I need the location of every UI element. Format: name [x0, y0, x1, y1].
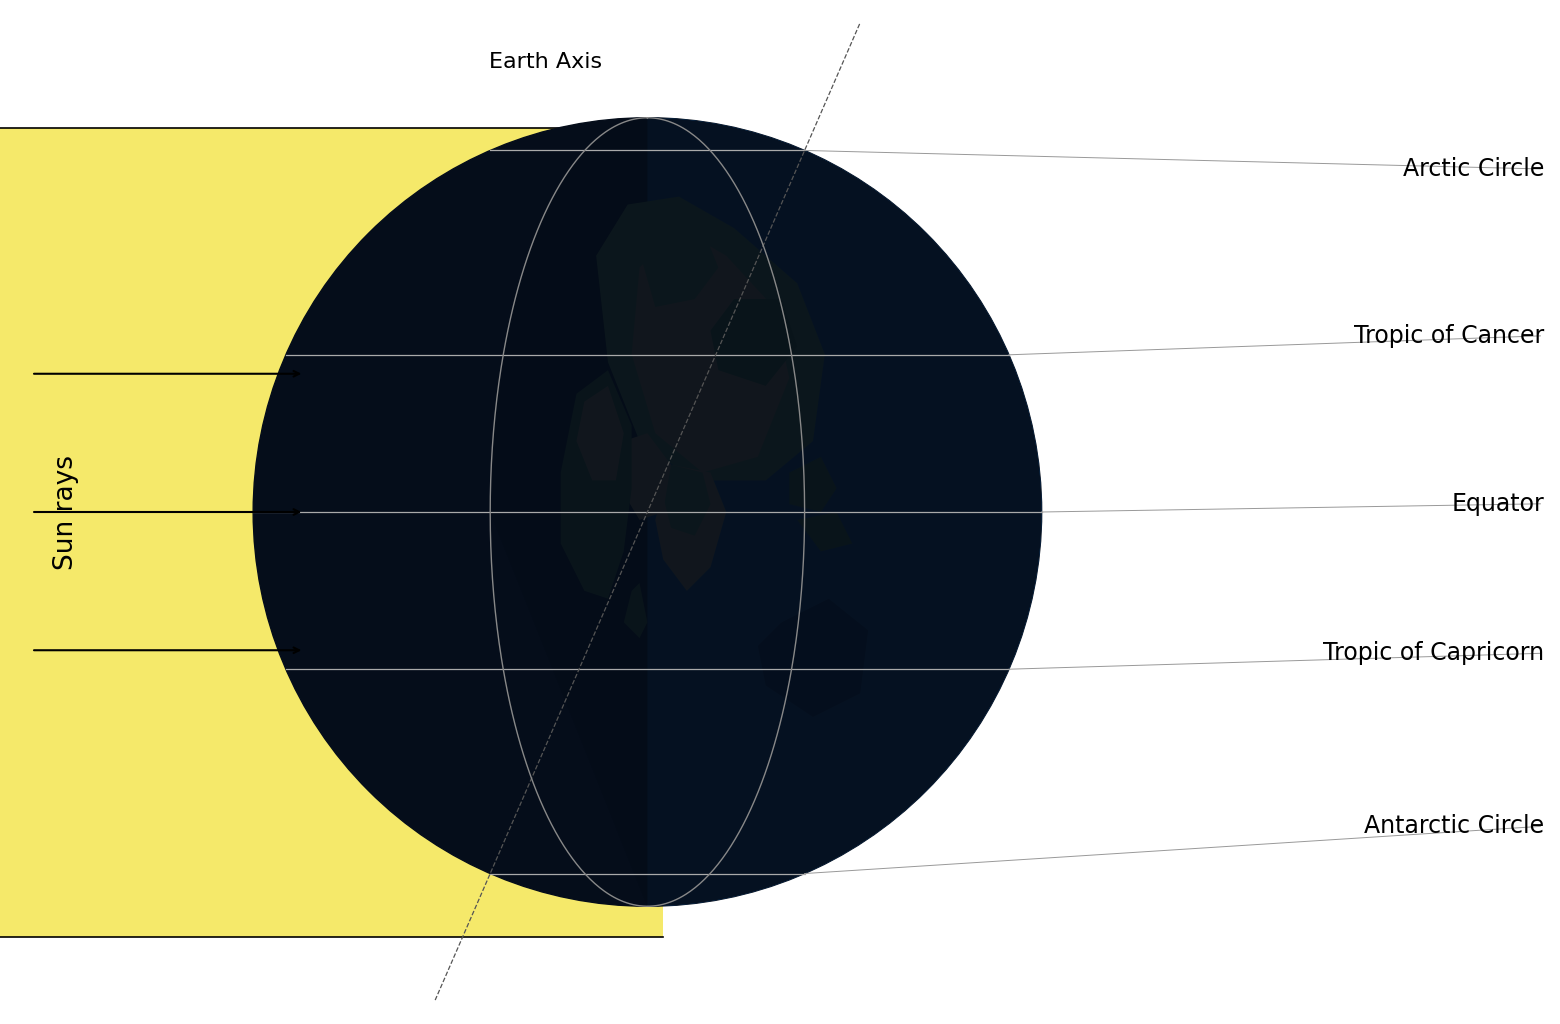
Polygon shape	[624, 583, 647, 638]
Text: Equator: Equator	[1452, 492, 1544, 516]
Polygon shape	[560, 370, 632, 599]
Polygon shape	[490, 118, 1042, 906]
Polygon shape	[758, 599, 869, 717]
Circle shape	[253, 118, 1042, 906]
Text: Tropic of Cancer: Tropic of Cancer	[1354, 324, 1544, 348]
Polygon shape	[710, 299, 797, 386]
Text: Tropic of Capricorn: Tropic of Capricorn	[1323, 641, 1544, 666]
Polygon shape	[789, 457, 836, 512]
Polygon shape	[632, 228, 789, 473]
Polygon shape	[640, 220, 718, 307]
Polygon shape	[647, 118, 1042, 906]
Text: Antarctic Circle: Antarctic Circle	[1365, 814, 1544, 839]
Polygon shape	[577, 386, 624, 480]
Text: Earth Axis: Earth Axis	[490, 51, 602, 72]
Polygon shape	[797, 512, 852, 551]
Text: Arctic Circle: Arctic Circle	[1402, 157, 1544, 181]
Text: Sun rays: Sun rays	[53, 455, 78, 569]
Polygon shape	[655, 465, 727, 591]
Polygon shape	[663, 465, 710, 536]
Polygon shape	[616, 433, 671, 520]
Bar	[0, 128, 663, 937]
Polygon shape	[596, 197, 825, 480]
